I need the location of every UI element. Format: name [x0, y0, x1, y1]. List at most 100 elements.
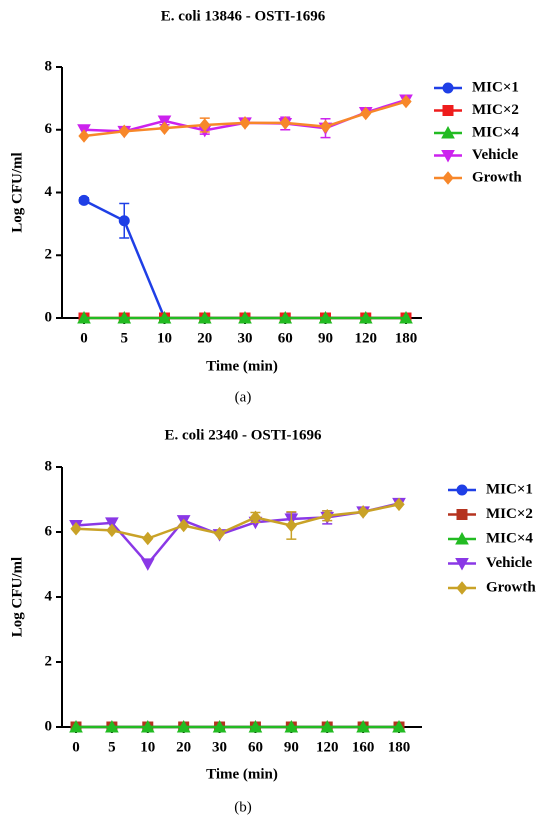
legend-marker [456, 484, 468, 496]
y-tick-label: 4 [45, 588, 53, 604]
data-point [239, 116, 251, 130]
x-axis-label: Time (min) [206, 766, 278, 782]
data-point [70, 521, 82, 536]
data-point [399, 310, 413, 324]
data-point [279, 116, 291, 130]
data-point [212, 719, 227, 733]
x-tick-label: 60 [278, 330, 293, 346]
data-point [356, 719, 370, 733]
data-point [105, 719, 119, 733]
data-point [358, 310, 373, 324]
data-point [248, 719, 263, 733]
data-point [320, 719, 335, 733]
x-tick-label: 120 [355, 330, 378, 346]
data-point [321, 508, 333, 523]
chart-title: E. coli 13846 - OSTI-1696 [161, 8, 326, 24]
x-tick-label: 0 [80, 330, 88, 346]
data-point [392, 719, 406, 733]
x-tick-label: 180 [388, 739, 411, 755]
caption: (b) [234, 799, 252, 815]
data-point [77, 310, 91, 324]
data-point [197, 310, 212, 324]
data-point [285, 518, 297, 533]
series-line [75, 503, 400, 540]
y-tick-label: 2 [45, 653, 53, 669]
x-tick-label: 30 [212, 739, 227, 755]
legend-marker [442, 105, 454, 116]
legend-label: MIC×4 [472, 124, 519, 140]
x-tick-label: 10 [157, 330, 172, 346]
y-tick-label: 6 [45, 523, 53, 539]
y-tick-label: 0 [45, 718, 53, 734]
data-point [118, 215, 130, 227]
data-point [140, 558, 155, 571]
legend-marker [455, 531, 469, 545]
data-point [106, 523, 118, 538]
x-tick-label: 0 [72, 739, 80, 755]
data-point [140, 719, 155, 733]
data-point [78, 194, 90, 206]
x-tick-label: 90 [318, 330, 333, 346]
data-point [178, 518, 190, 533]
data-point [249, 510, 262, 525]
y-tick-label: 6 [45, 121, 53, 137]
data-point [176, 719, 191, 733]
caption: (a) [235, 389, 252, 405]
x-tick-label: 5 [108, 739, 116, 755]
legend-marker [456, 581, 468, 595]
x-tick-label: 160 [352, 739, 375, 755]
data-point [357, 505, 369, 519]
data-point [284, 719, 299, 733]
x-tick-label: 90 [284, 739, 299, 755]
y-tick-label: 8 [45, 458, 53, 474]
legend-label: MIC×4 [486, 530, 533, 546]
y-axis-label: Log CFU/ml [9, 152, 25, 232]
x-tick-label: 60 [248, 739, 263, 755]
legend-marker [441, 125, 455, 139]
legend-label: MIC×2 [472, 102, 519, 118]
y-axis-label: Log CFU/ml [9, 557, 25, 637]
legend-label: Vehicle [486, 555, 532, 571]
data-point [318, 310, 333, 324]
x-tick-label: 20 [176, 739, 191, 755]
data-point [199, 118, 211, 132]
data-point [158, 121, 171, 135]
legend-marker [442, 171, 454, 185]
y-tick-label: 4 [45, 184, 53, 200]
data-point [393, 497, 405, 512]
data-point [157, 310, 172, 324]
legend-label: MIC×1 [486, 481, 533, 497]
x-tick-label: 10 [140, 739, 155, 755]
data-point [117, 310, 132, 324]
legend-label: Growth [472, 169, 522, 185]
legend-label: MIC×1 [472, 79, 519, 95]
data-point [69, 719, 83, 733]
data-point [213, 526, 226, 541]
x-tick-label: 120 [316, 739, 339, 755]
legend-label: Growth [486, 579, 536, 595]
data-point [118, 124, 130, 139]
legend-label: MIC×2 [486, 506, 533, 522]
data-point [238, 310, 252, 324]
x-axis-label: Time (min) [206, 358, 278, 374]
legend-label: Vehicle [472, 147, 518, 163]
chart-title: E. coli 2340 - OSTI-1696 [164, 427, 322, 443]
y-tick-label: 0 [45, 309, 53, 325]
data-point [400, 94, 412, 109]
data-point [319, 119, 332, 134]
legend-marker [456, 509, 468, 520]
legend-marker [441, 150, 455, 163]
data-point [142, 531, 154, 546]
x-tick-label: 20 [197, 330, 212, 346]
y-tick-label: 8 [45, 58, 53, 74]
legend-marker [455, 558, 469, 571]
data-point [360, 106, 372, 121]
x-tick-label: 30 [238, 330, 253, 346]
series-line [83, 199, 406, 320]
x-tick-label: 5 [121, 330, 129, 346]
data-point [105, 517, 119, 530]
x-tick-label: 180 [395, 330, 418, 346]
data-point [78, 129, 90, 143]
legend-marker [442, 82, 454, 94]
